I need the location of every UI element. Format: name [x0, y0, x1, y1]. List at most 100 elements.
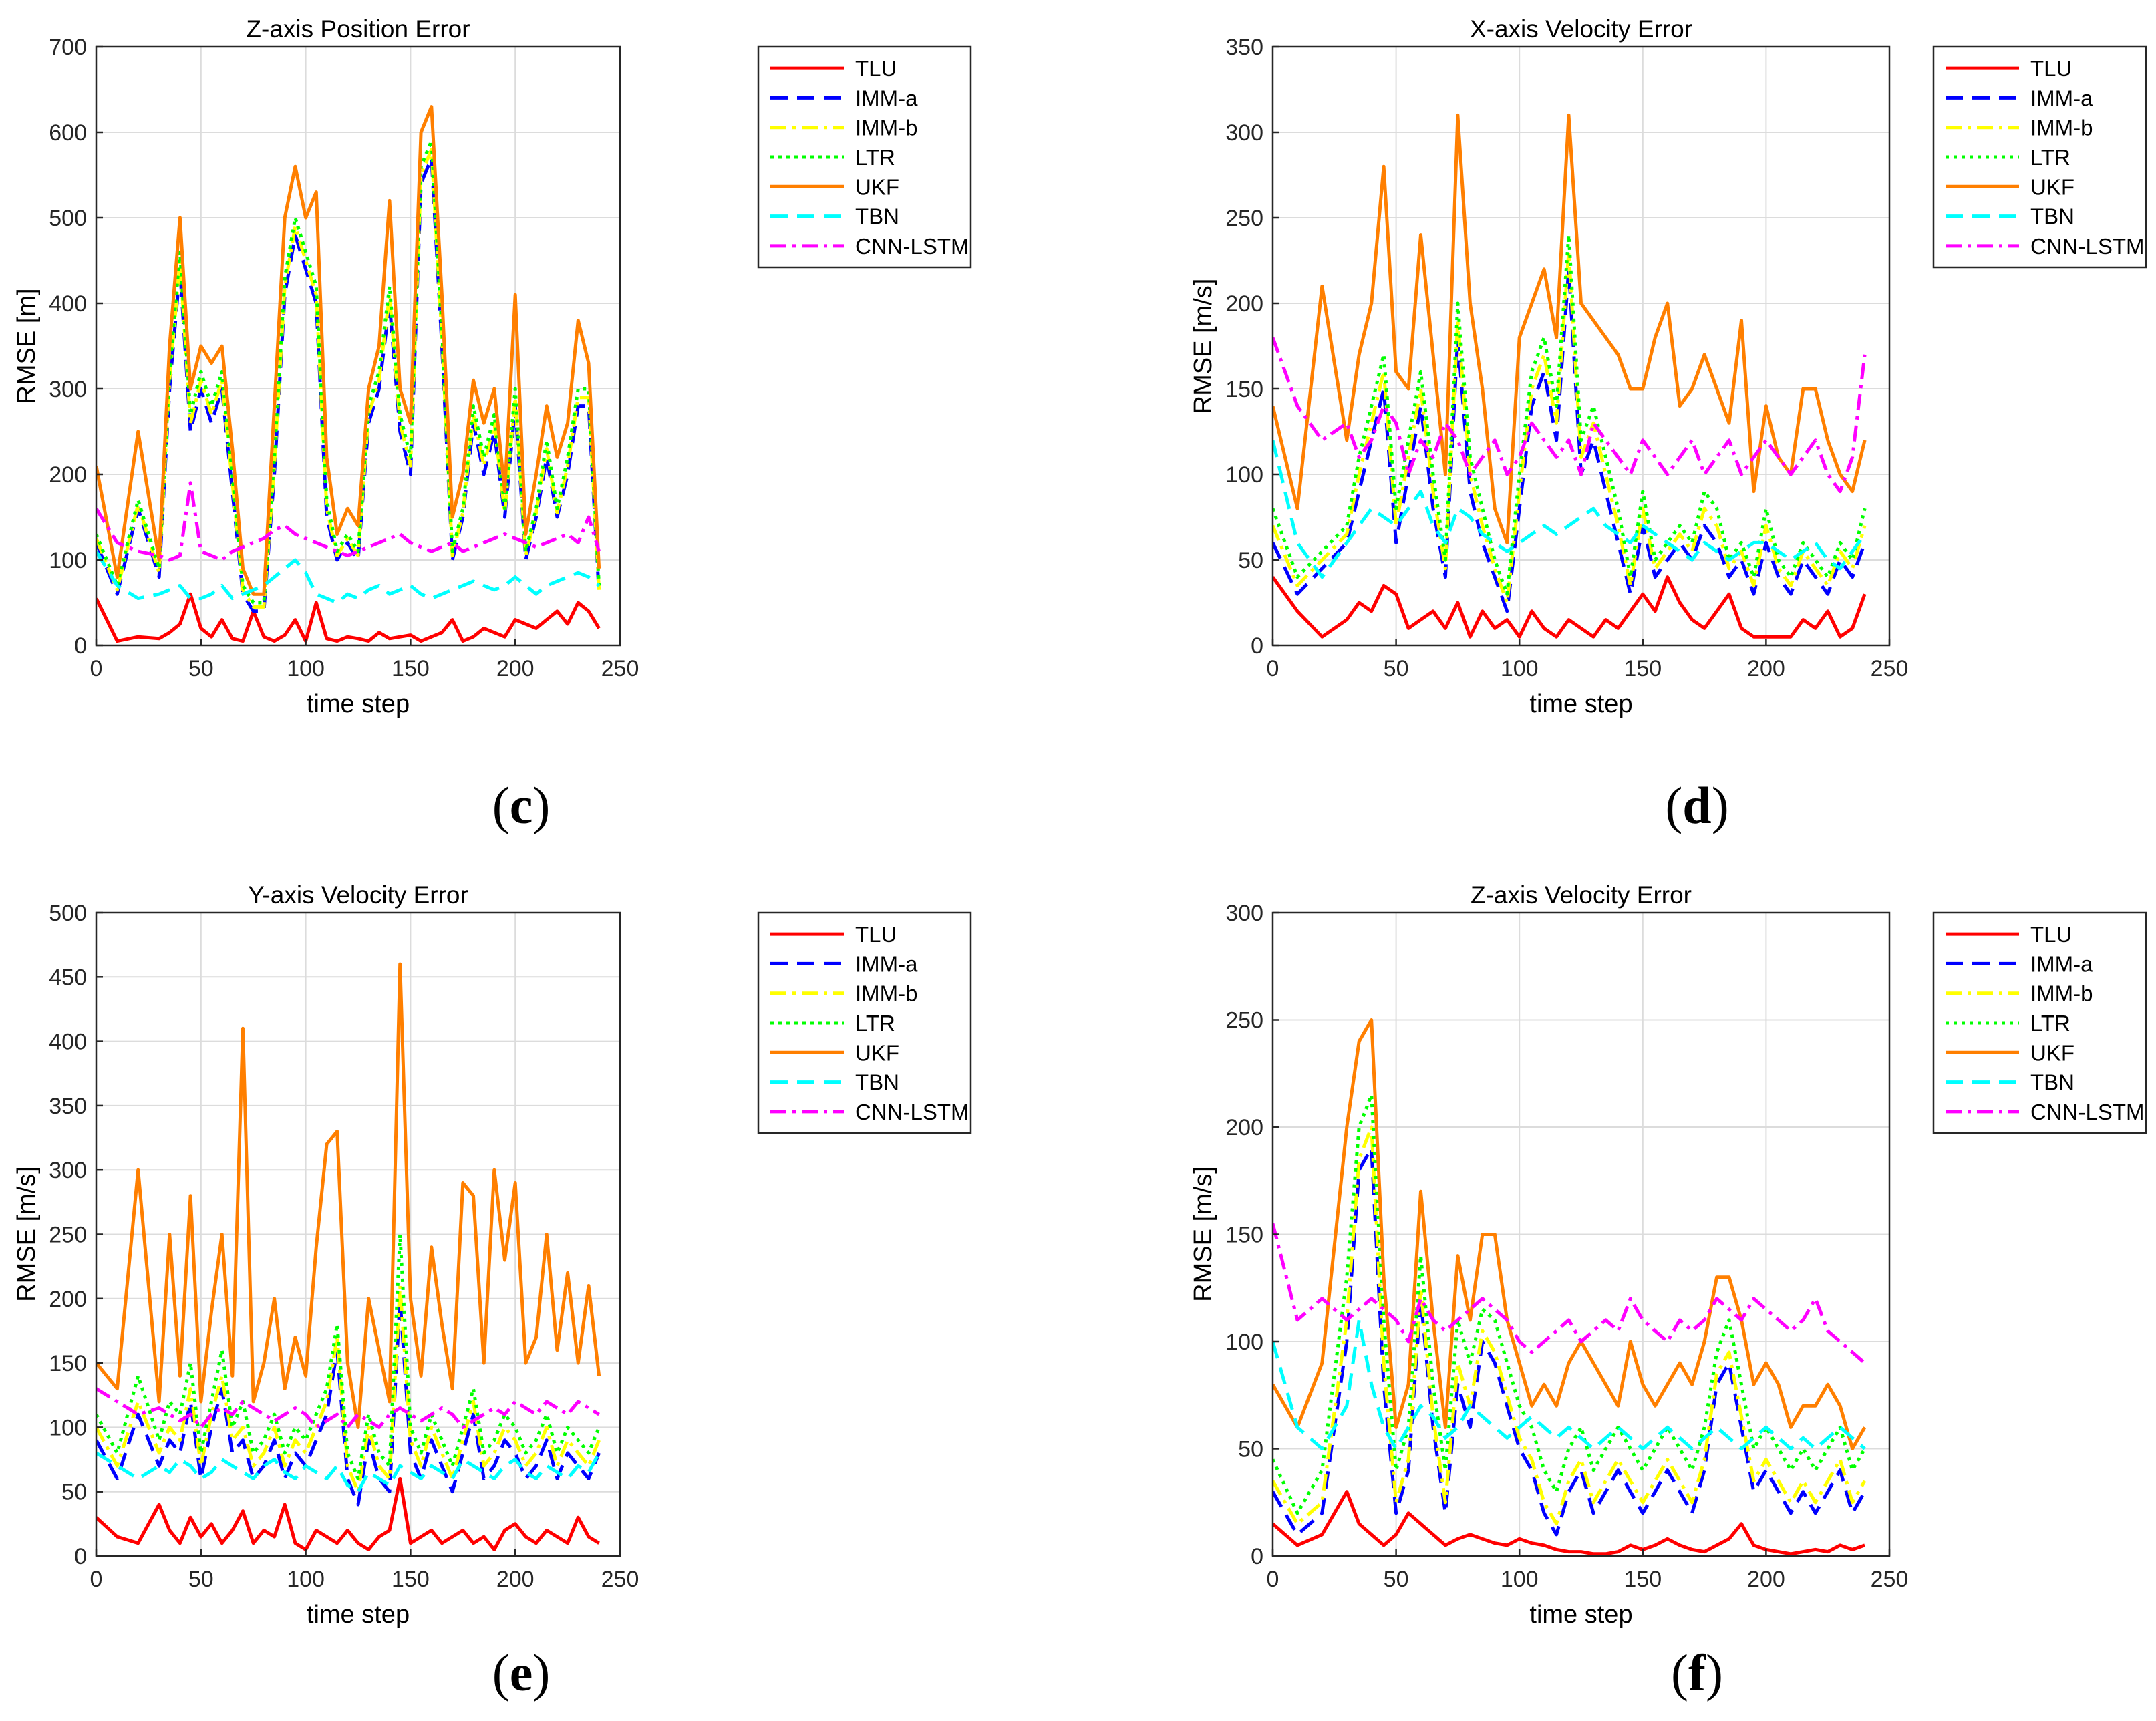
chart3-x-tick-label-2: 100: [1501, 1567, 1539, 1592]
chart1-x-tick-label-5: 250: [1871, 656, 1909, 681]
chart1-axes-box: [1271, 45, 1891, 647]
chart0-series-ukf-line: [96, 105, 601, 596]
chart1-legend-label-ukf: UKF: [2030, 174, 2074, 199]
chart1-series-cnn-lstm-line: [1273, 337, 1867, 494]
chart1-x-tick-label-0: 0: [1267, 656, 1279, 681]
chart1-y-tick-label-0: 0: [1251, 633, 1263, 659]
chart2-legend-label-cnn-lstm: CNN-LSTM: [855, 1100, 969, 1124]
chart2-title: Y-axis Velocity Error: [248, 881, 468, 909]
chart0-y-axis-label: RMSE [m]: [13, 288, 41, 404]
chart0-y-tick-label-5: 500: [49, 206, 87, 231]
chart0-series-tlu-line: [96, 592, 601, 643]
chart2-y-tick-label-2: 100: [49, 1415, 87, 1440]
chart1-plot-area: [1273, 47, 1889, 645]
chart2-legend-label-tbn: TBN: [855, 1070, 899, 1095]
chart2-panel-label-open: (: [492, 1644, 510, 1702]
chart0-legend-label-imm-b: IMM-b: [855, 116, 918, 140]
chart3-series-imm-a-line: [1273, 1146, 1867, 1537]
chart0-axes-box: [95, 45, 621, 647]
chart0-series-group: [96, 105, 601, 643]
chart2-x-tick-label-1: 50: [188, 1567, 214, 1592]
chart3-legend-label-ukf: UKF: [2030, 1040, 2074, 1065]
chart2-x-tick-label-2: 100: [287, 1567, 325, 1592]
chart1-panel-label: (d): [1665, 776, 1728, 834]
chart0-x-tick-label-0: 0: [90, 656, 103, 681]
chart1-legend-label-tbn: TBN: [2030, 204, 2074, 229]
chart3-x-tick-label-0: 0: [1267, 1567, 1279, 1592]
chart2-panel-label-close: ): [532, 1644, 550, 1702]
chart3-x-tick-label-5: 250: [1871, 1567, 1909, 1592]
chart1-series-group: [1273, 113, 1867, 639]
chart2-series-group: [96, 962, 601, 1551]
chart2-series-tbn-line: [96, 1451, 601, 1494]
chart1-y-tick-label-1: 50: [1238, 548, 1263, 573]
chart1-series-ukf-line: [1273, 113, 1867, 544]
chart0-panel-label: (c): [492, 776, 551, 834]
chart1-y-tick-label-6: 300: [1225, 120, 1263, 146]
chart0-y-tick-label-3: 300: [49, 377, 87, 402]
chart1-y-tick-label-7: 350: [1225, 35, 1263, 60]
chart0-panel-label-open: (: [492, 776, 510, 834]
chart0-series-cnn-lstm-line: [96, 481, 601, 562]
chart1-x-tick-label-4: 200: [1747, 656, 1785, 681]
chart2-x-tick-label-0: 0: [90, 1567, 103, 1592]
chart0-y-tick-label-0: 0: [74, 633, 87, 659]
chart0-x-tick-label-2: 100: [287, 656, 325, 681]
chart0-legend-box: [757, 45, 972, 269]
chart0-y-tick-label-7: 700: [49, 35, 87, 60]
chart1-panel-label-open: (: [1665, 776, 1682, 834]
chart3-x-tick-label-3: 150: [1624, 1567, 1662, 1592]
chart3-series-tlu-line: [1273, 1490, 1865, 1556]
chart2-panel-label-letter: e: [510, 1644, 533, 1702]
chart3-y-tick-label-0: 0: [1251, 1544, 1263, 1569]
chart3-panel: 0 50 100 150 200 250 0 50 100 150 200 250 300 Z-axis …: [1189, 881, 2147, 1702]
chart1-y-axis-label: RMSE [m/s]: [1189, 279, 1217, 414]
chart0-x-axis-label: time step: [307, 690, 410, 718]
chart2-series-ltr-line: [96, 1233, 601, 1480]
chart3-y-tick-label-5: 250: [1225, 1008, 1263, 1034]
chart2-legend-label-tlu: TLU: [855, 922, 897, 947]
chart1-y-tick-label-3: 150: [1225, 377, 1263, 402]
chart1-series-imm-a-line: [1273, 267, 1867, 613]
chart3-y-tick-label-3: 150: [1225, 1223, 1263, 1248]
chart1-title: X-axis Velocity Error: [1470, 15, 1692, 43]
chart3-series-group: [1273, 1018, 1867, 1556]
chart2-y-tick-label-1: 50: [61, 1480, 87, 1505]
chart2-x-axis-label: time step: [307, 1601, 410, 1629]
chart3-panel-label: (f): [1671, 1644, 1723, 1702]
chart0-x-tick-label-5: 250: [601, 656, 639, 681]
chart0-y-tick-label-4: 400: [49, 291, 87, 317]
chart2-x-tick-label-4: 200: [496, 1567, 534, 1592]
chart3-y-tick-label-1: 50: [1238, 1437, 1263, 1462]
chart0-series-tbn-line: [96, 550, 601, 605]
chart3-x-tick-label-1: 50: [1384, 1567, 1409, 1592]
chart1-series-tlu-line: [1273, 575, 1867, 639]
chart2-legend-label-imm-a: IMM-a: [855, 951, 918, 976]
chart2-x-tick-label-3: 150: [392, 1567, 430, 1592]
chart0-legend-label-ltr: LTR: [855, 145, 895, 170]
chart0-x-tick-label-1: 50: [188, 656, 214, 681]
chart3-series-ukf-line: [1273, 1018, 1867, 1450]
chart1-legend-label-tlu: TLU: [2030, 56, 2072, 81]
chart3-legend-label-imm-a: IMM-a: [2030, 951, 2093, 976]
chart3-legend-label-imm-b: IMM-b: [2030, 981, 2093, 1006]
chart2-y-tick-label-8: 400: [49, 1030, 87, 1055]
chart3-series-ltr-line: [1273, 1093, 1867, 1515]
chart1-panel-label-letter: d: [1682, 776, 1711, 834]
chart1-x-tick-label-3: 150: [1624, 656, 1662, 681]
chart0-panel: 0 50 100 150 200 250 0 100 200 300 400 500 600 700 Z-a…: [13, 15, 972, 834]
chart2-series-tlu-line: [96, 1476, 600, 1551]
chart1-panel: 0 50 100 150 200 250 0 50 100 150 200 250 300 350 X-ax…: [1189, 15, 2147, 834]
chart3-y-tick-label-2: 100: [1225, 1329, 1263, 1355]
chart3-legend-label-ltr: LTR: [2030, 1011, 2070, 1036]
chart1-x-tick-label-2: 100: [1501, 656, 1539, 681]
chart2-y-tick-label-10: 500: [49, 901, 87, 926]
chart2-legend-label-imm-b: IMM-b: [855, 981, 918, 1006]
chart1-y-tick-label-5: 250: [1225, 206, 1263, 231]
chart3-legend-label-cnn-lstm: CNN-LSTM: [2030, 1100, 2145, 1124]
chart1-y-tick-label-2: 100: [1225, 462, 1263, 488]
chart2-x-tick-label-5: 250: [601, 1567, 639, 1592]
chart2-y-tick-label-5: 250: [49, 1223, 87, 1248]
chart1-legend-label-cnn-lstm: CNN-LSTM: [2030, 234, 2145, 259]
